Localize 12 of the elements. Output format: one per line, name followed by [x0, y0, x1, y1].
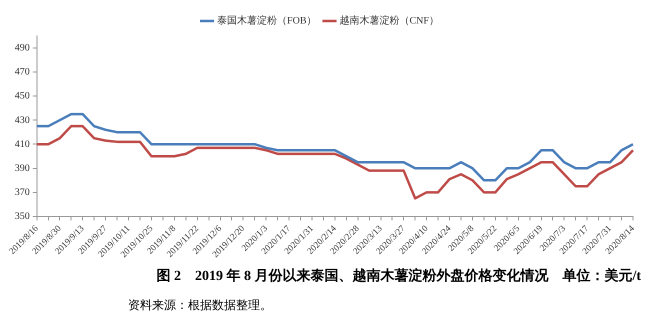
legend-label: 泰国木薯淀粉（FOB）: [217, 14, 316, 27]
y-tick-label: 370: [14, 186, 30, 198]
y-tick-label: 390: [14, 162, 30, 174]
legend-label: 越南木薯淀粉（CNF）: [340, 14, 439, 27]
y-tick-label: 350: [14, 210, 30, 222]
y-tick-label: 470: [14, 66, 30, 78]
text: 图 2 2019 年 8 月份以来泰国、越南木薯淀粉外盘价格变化情况 单位：美元/t: [155, 267, 642, 285]
y-tick-label: 410: [14, 138, 30, 150]
text: 资料来源：根据数据整理。: [127, 297, 273, 314]
y-tick-label: 450: [14, 90, 30, 102]
y-tick-label: 430: [14, 114, 30, 126]
y-tick-label: 490: [14, 42, 30, 54]
